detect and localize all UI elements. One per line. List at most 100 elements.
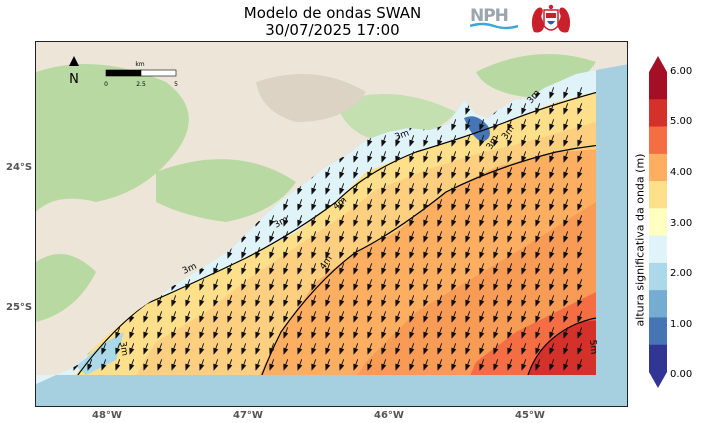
wave-arrow — [297, 343, 303, 355]
colorbar-segment — [649, 235, 667, 264]
wave-arrow — [185, 343, 191, 355]
wave-arrow — [507, 263, 513, 275]
wave-arrow — [465, 151, 471, 163]
wave-arrow — [451, 167, 457, 179]
wave-arrow — [227, 247, 233, 259]
lon-label: 46°W — [374, 410, 404, 421]
wave-arrow — [115, 343, 121, 355]
wave-arrow — [311, 247, 317, 259]
wave-arrow — [409, 327, 415, 339]
wave-arrow — [269, 231, 275, 243]
colorbar-tick: 5.00 — [670, 116, 693, 127]
wave-arrow — [241, 327, 247, 339]
wave-arrow — [395, 359, 401, 371]
wave-arrow — [353, 263, 359, 275]
scale-tick: 5 — [174, 81, 178, 88]
wave-arrow — [465, 231, 471, 243]
contour-label: 3m — [117, 341, 129, 357]
colorbar-segment — [649, 126, 667, 155]
wave-arrow — [451, 295, 457, 307]
wave-arrow — [507, 327, 513, 339]
wave-arrow — [437, 279, 443, 291]
colorbar-segment — [649, 208, 667, 237]
wave-arrow — [255, 327, 261, 339]
wave-arrow — [339, 231, 345, 243]
wave-arrow — [577, 311, 583, 323]
wave-arrow — [493, 215, 499, 227]
wave-arrow — [353, 311, 359, 323]
wave-arrow — [129, 327, 135, 339]
wave-arrow — [479, 327, 485, 339]
wave-arrow — [493, 247, 499, 259]
colorbar-tick: 0.00 — [670, 369, 693, 380]
wave-arrow — [101, 343, 107, 355]
wave-arrow — [451, 231, 457, 243]
wave-arrow — [507, 295, 513, 307]
wave-arrow — [241, 279, 247, 291]
lon-label: 48°W — [92, 410, 122, 421]
wave-arrow — [493, 311, 499, 323]
wave-arrow — [325, 359, 331, 371]
scale-segment-dark — [105, 69, 142, 77]
wave-arrow — [437, 327, 443, 339]
wave-arrow — [213, 263, 219, 275]
wave-arrow — [549, 183, 555, 195]
wave-arrow — [353, 199, 359, 211]
wave-arrow — [479, 263, 485, 275]
scale-unit: km — [135, 61, 144, 68]
wave-arrow — [465, 263, 471, 275]
wave-arrow — [535, 263, 541, 275]
seahorse-seal-icon — [531, 4, 571, 33]
wave-arrow — [381, 247, 387, 259]
wave-arrow — [353, 327, 359, 339]
wave-arrow — [325, 327, 331, 339]
wave-arrow — [577, 279, 583, 291]
wave-arrow — [437, 167, 443, 179]
wave-arrow — [563, 231, 569, 243]
wave-arrow — [395, 343, 401, 355]
wave-arrow — [465, 167, 471, 179]
wave-arrow — [451, 119, 457, 131]
nph-logo-text: NPH — [470, 6, 509, 26]
wave-arrow — [563, 295, 569, 307]
wave-arrow — [423, 167, 429, 179]
wave-arrow — [423, 343, 429, 355]
colorbar-label: altura significativa da onda (m) — [632, 100, 648, 380]
wave-arrow — [493, 167, 499, 179]
wave-arrow — [297, 311, 303, 323]
wave-arrow — [283, 343, 289, 355]
wave-arrow — [479, 183, 485, 195]
wave-arrow — [409, 215, 415, 227]
wave-arrow — [535, 183, 541, 195]
wave-arrow — [325, 343, 331, 355]
wave-arrow — [423, 151, 429, 163]
colorbar-extend-max — [649, 56, 667, 72]
wave-arrow — [353, 183, 359, 195]
wave-arrow — [255, 311, 261, 323]
wave-arrow — [241, 263, 247, 275]
wave-arrow — [213, 343, 219, 355]
wave-arrow — [451, 359, 457, 371]
wave-arrow — [143, 327, 149, 339]
wave-arrow — [283, 231, 289, 243]
wave-arrow — [577, 343, 583, 355]
wave-arrow — [549, 327, 555, 339]
wave-arrow — [353, 343, 359, 355]
wave-arrow — [465, 119, 471, 131]
wave-arrow — [143, 359, 149, 371]
wave-arrow — [129, 343, 135, 355]
title-line-1: Modelo de ondas SWAN — [243, 4, 422, 22]
wave-arrow — [465, 135, 471, 147]
wave-arrow — [409, 343, 415, 355]
colorbar-segment — [649, 72, 667, 100]
wave-arrow — [563, 327, 569, 339]
wave-arrow — [339, 247, 345, 259]
wave-arrow — [521, 279, 527, 291]
wave-arrow — [549, 119, 555, 131]
wave-arrow — [283, 247, 289, 259]
wave-arrow — [563, 135, 569, 147]
urban-area — [256, 74, 366, 122]
north-label: N — [69, 72, 79, 87]
wave-arrow — [143, 311, 149, 323]
wave-arrow — [269, 327, 275, 339]
